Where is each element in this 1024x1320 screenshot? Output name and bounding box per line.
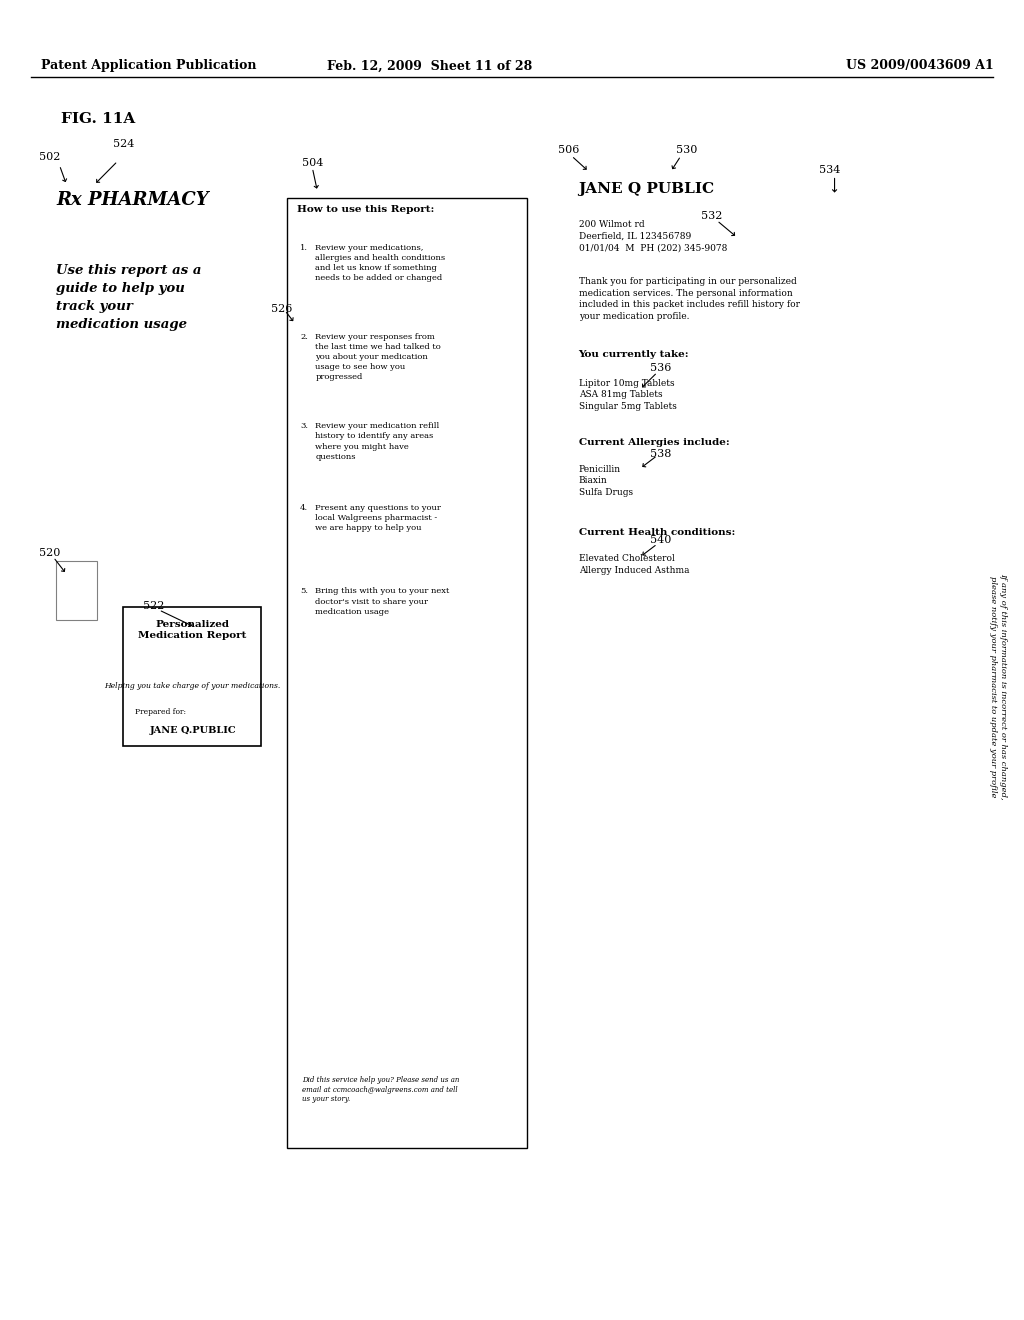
Text: Review your responses from
the last time we had talked to
you about your medicat: Review your responses from the last time… (315, 333, 441, 381)
Bar (287, 198, 527, 1148)
Text: Current Allergies include:: Current Allergies include: (579, 438, 729, 447)
Text: Current Health conditions:: Current Health conditions: (579, 528, 735, 537)
Text: Review your medication refill
history to identify any areas
where you might have: Review your medication refill history to… (315, 422, 439, 461)
Bar (56, 561, 97, 620)
Text: Elevated Cholesterol
Allergy Induced Asthma: Elevated Cholesterol Allergy Induced Ast… (579, 554, 689, 574)
Text: 524: 524 (113, 139, 134, 149)
Text: 540: 540 (650, 535, 672, 545)
Text: 536: 536 (650, 363, 672, 374)
Text: US 2009/0043609 A1: US 2009/0043609 A1 (846, 59, 993, 73)
Text: 2.: 2. (300, 333, 308, 341)
Text: Prepared for:: Prepared for: (135, 708, 186, 715)
Text: Patent Application Publication: Patent Application Publication (41, 59, 256, 73)
Text: 538: 538 (650, 449, 672, 459)
Text: 506: 506 (558, 145, 580, 156)
Text: 5.: 5. (300, 587, 308, 595)
Text: 520: 520 (39, 548, 60, 558)
Text: You currently take:: You currently take: (579, 350, 689, 359)
Text: Present any questions to your
local Walgreens pharmacist -
we are happy to help : Present any questions to your local Walg… (315, 504, 441, 532)
Text: 526: 526 (271, 304, 293, 314)
Text: Personalized
Medication Report: Personalized Medication Report (138, 620, 247, 640)
Text: 1.: 1. (300, 244, 308, 252)
Text: 3.: 3. (300, 422, 308, 430)
Text: Review your medications,
allergies and health conditions
and let us know if some: Review your medications, allergies and h… (315, 244, 445, 282)
Text: Rx PHARMACY: Rx PHARMACY (56, 191, 209, 210)
Text: Bring this with you to your next
doctor's visit to share your
medication usage: Bring this with you to your next doctor'… (315, 587, 450, 615)
Text: Thank you for participating in our personalized
medication services. The persona: Thank you for participating in our perso… (579, 277, 800, 321)
Text: Helping you take charge of your medications.: Helping you take charge of your medicati… (104, 682, 281, 690)
Text: 522: 522 (143, 601, 165, 611)
Text: FIG. 11A: FIG. 11A (61, 112, 136, 127)
Text: How to use this Report:: How to use this Report: (297, 205, 434, 214)
Text: 504: 504 (302, 158, 324, 169)
Text: Did this service help you? Please send us an
email at ccmcoach@walgreens.com and: Did this service help you? Please send u… (302, 1076, 460, 1104)
Text: 200 Wilmot rd
Deerfield, IL 123456789
01/01/04  M  PH (202) 345-9078: 200 Wilmot rd Deerfield, IL 123456789 01… (579, 220, 727, 252)
Text: JANE Q PUBLIC: JANE Q PUBLIC (579, 182, 715, 197)
Text: 4.: 4. (300, 504, 308, 512)
Text: 534: 534 (819, 165, 841, 176)
Text: If any of this information is incorrect or has changed,
please notify your pharm: If any of this information is incorrect … (989, 573, 1008, 800)
Text: Use this report as a
guide to help you
track your
medication usage: Use this report as a guide to help you t… (56, 264, 202, 331)
Text: Penicillin
Biaxin
Sulfa Drugs: Penicillin Biaxin Sulfa Drugs (579, 465, 633, 496)
Text: JANE Q.PUBLIC: JANE Q.PUBLIC (150, 726, 236, 735)
Text: 530: 530 (676, 145, 697, 156)
Text: Feb. 12, 2009  Sheet 11 of 28: Feb. 12, 2009 Sheet 11 of 28 (328, 59, 532, 73)
Text: Lipitor 10mg Tablets
ASA 81mg Tablets
Singular 5mg Tablets: Lipitor 10mg Tablets ASA 81mg Tablets Si… (579, 379, 677, 411)
Text: 532: 532 (701, 211, 723, 222)
Bar (123, 607, 261, 746)
Text: 502: 502 (39, 152, 60, 162)
